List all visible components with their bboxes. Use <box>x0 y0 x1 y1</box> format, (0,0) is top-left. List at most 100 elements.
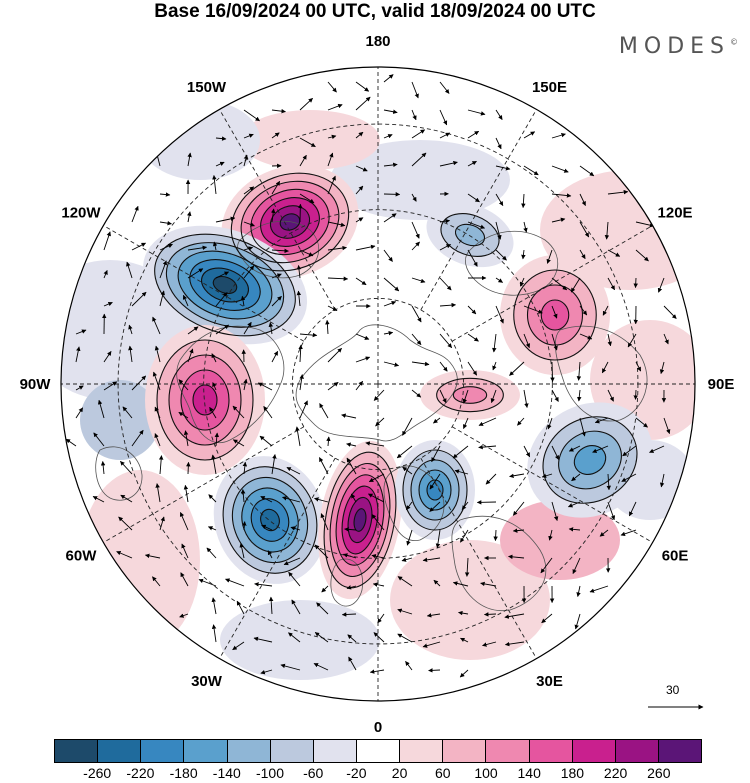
wind-arrow <box>568 445 581 452</box>
wind-arrow <box>411 152 427 167</box>
wind-arrow <box>492 361 497 371</box>
wind-arrow <box>154 433 161 447</box>
wind-arrow <box>159 290 165 307</box>
wind-arrow <box>663 305 677 319</box>
wind-arrow <box>355 165 368 172</box>
wind-arrow <box>373 389 385 401</box>
wind-arrow <box>594 417 609 424</box>
longitude-label: 180 <box>365 33 390 50</box>
colorbar-tick-label: 180 <box>560 765 585 781</box>
wind-arrow <box>467 333 479 342</box>
colorbar-box <box>270 740 314 762</box>
wind-arrow <box>321 585 329 593</box>
reference-vector-label: 30 <box>666 683 680 697</box>
anomaly-level-neg-alaska-canada <box>213 276 237 294</box>
wind-arrow <box>521 193 526 209</box>
wind-arrow <box>347 634 357 643</box>
wind-arrow <box>547 417 553 430</box>
wind-arrow <box>504 641 525 647</box>
wind-arrow <box>103 231 111 251</box>
wind-arrow <box>467 221 486 229</box>
wind-arrow <box>159 516 165 531</box>
wind-arrow <box>509 473 525 479</box>
wind-arrow <box>355 333 370 340</box>
wind-arrow <box>431 445 441 463</box>
colorbar-tick-label: -180 <box>169 765 198 781</box>
wind-arrow <box>179 511 189 531</box>
wind-arrow <box>482 641 497 647</box>
wind-arrow <box>260 669 273 675</box>
anomaly-patch <box>240 110 380 170</box>
wind-arrow <box>523 165 539 176</box>
wind-arrow <box>260 495 273 503</box>
longitude-label: 30E <box>536 673 563 690</box>
colorbar-box <box>486 740 530 762</box>
wind-arrow <box>551 217 566 223</box>
wind-arrow <box>439 244 451 251</box>
wind-arrow <box>571 473 581 482</box>
wind-arrow <box>131 242 147 251</box>
contour-line <box>329 462 391 578</box>
wind-arrow <box>152 316 161 335</box>
wind-arrow <box>657 277 665 293</box>
wind-arrow <box>377 613 385 624</box>
wind-arrow <box>589 585 609 593</box>
wind-arrow <box>478 417 497 426</box>
contour-line <box>222 466 318 574</box>
wind-arrow <box>551 305 558 319</box>
wind-arrow <box>576 585 581 597</box>
map-boundary <box>60 66 696 702</box>
wind-arrow <box>551 333 558 351</box>
contour-line <box>154 233 296 337</box>
wind-arrow <box>187 348 194 363</box>
wind-arrow <box>635 361 642 372</box>
wind-arrow <box>183 484 189 503</box>
wind-arrow <box>439 218 451 224</box>
contour-line <box>454 223 486 247</box>
wind-arrow <box>271 350 279 363</box>
colorbar-box <box>356 740 401 762</box>
wind-arrow <box>159 243 173 251</box>
wind-arrow <box>493 529 498 542</box>
wind-arrow <box>243 133 254 139</box>
wind-arrow <box>570 277 581 293</box>
wind-arrow <box>355 244 376 251</box>
wind-arrow <box>350 493 357 503</box>
wind-arrow <box>154 345 161 363</box>
wind-arrow <box>458 610 469 616</box>
colorbar-tick-label: -20 <box>346 765 367 781</box>
wind-arrow <box>180 572 189 587</box>
wind-arrow <box>280 663 301 671</box>
wind-arrow <box>607 501 616 521</box>
wind-arrow <box>426 613 441 618</box>
wind-arrow <box>299 193 315 204</box>
wind-arrow <box>402 417 413 436</box>
wind-arrow <box>460 529 469 543</box>
wind-arrow <box>187 268 204 279</box>
wind-arrow <box>579 193 586 207</box>
wind-vectors <box>65 74 677 678</box>
wind-arrow <box>327 134 337 140</box>
wind-arrow <box>383 213 397 223</box>
wind-arrow <box>243 246 254 251</box>
wind-arrow <box>579 221 590 238</box>
wind-arrow <box>131 291 147 307</box>
wind-arrow <box>326 436 331 447</box>
contour-line <box>426 479 444 501</box>
contour-line <box>156 339 254 461</box>
wind-arrow <box>577 389 582 402</box>
wind-arrow <box>411 389 422 398</box>
coastline <box>554 325 648 422</box>
wind-arrow <box>100 460 106 475</box>
wind-arrow <box>179 613 189 618</box>
wind-arrow <box>495 249 507 261</box>
wind-arrow <box>236 600 245 615</box>
wind-arrow <box>242 461 248 475</box>
wind-arrow <box>299 97 313 111</box>
wind-arrow <box>411 361 430 367</box>
wind-arrow <box>579 165 595 177</box>
wind-arrow <box>495 305 504 324</box>
wind-arrow <box>75 385 84 391</box>
wind-arrow <box>599 529 609 537</box>
wind-arrow <box>183 430 189 447</box>
